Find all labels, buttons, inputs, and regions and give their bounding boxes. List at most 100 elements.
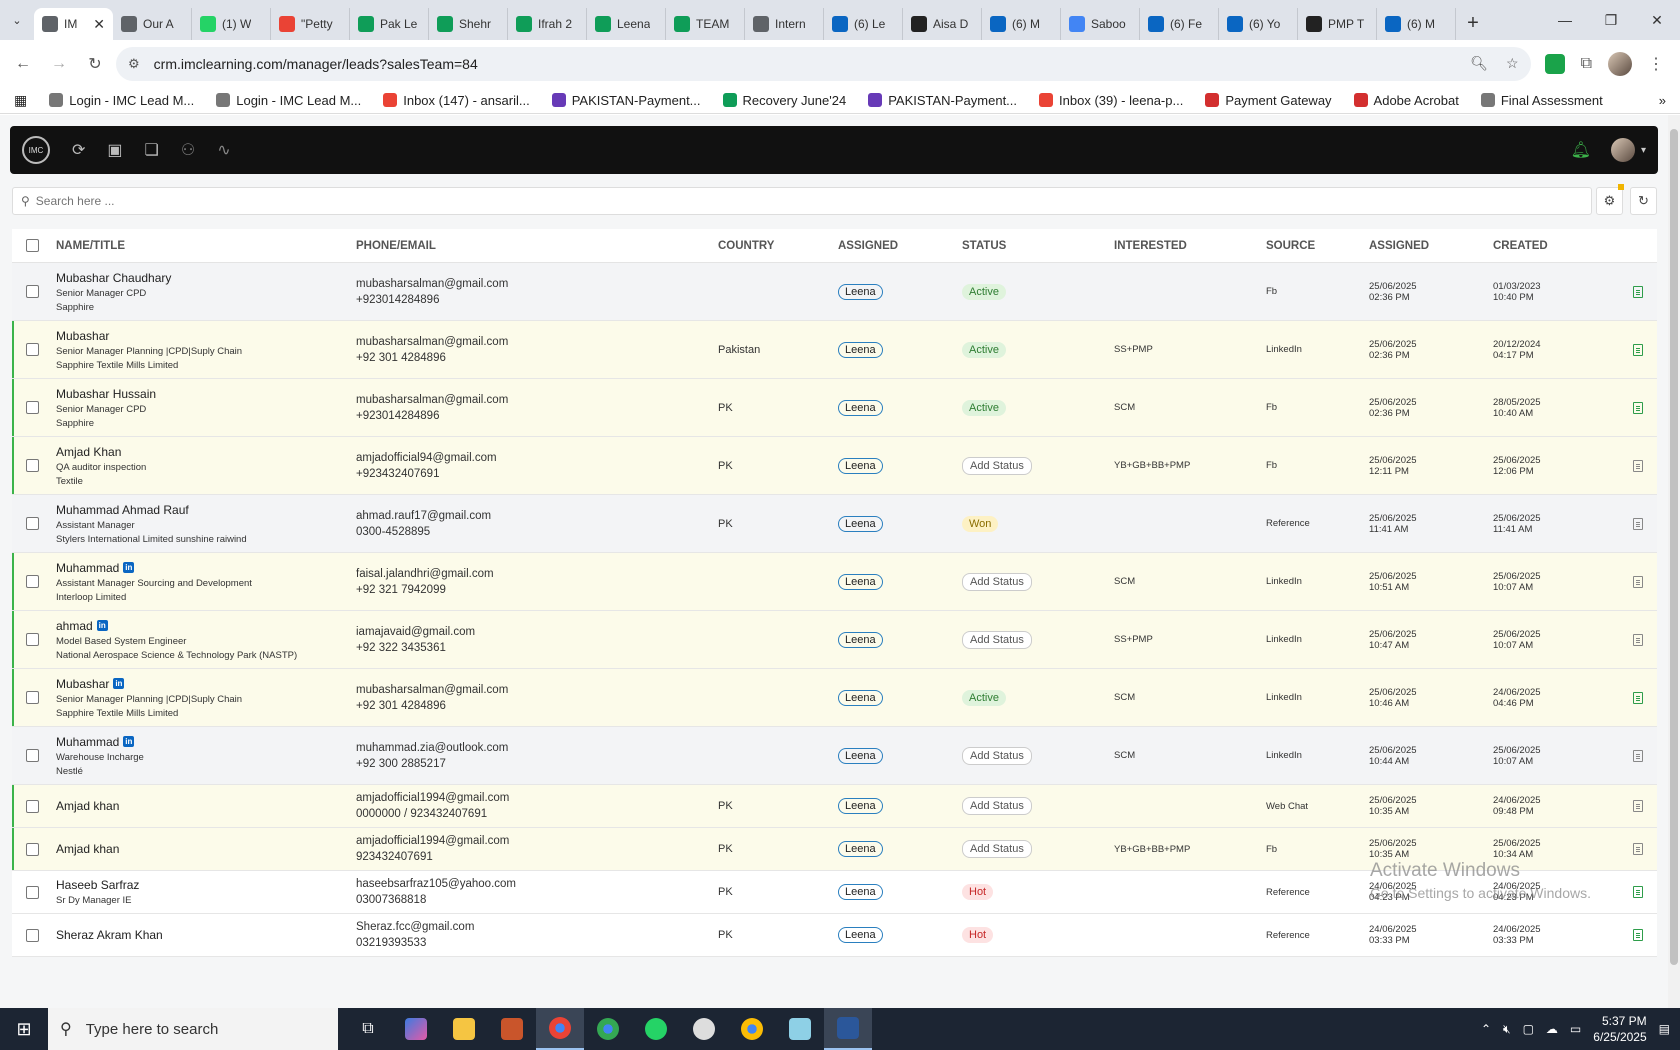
forward-button[interactable]: → <box>51 54 67 72</box>
assigned-badge[interactable]: Leena <box>838 747 883 764</box>
linkedin-icon[interactable]: in <box>96 620 108 631</box>
status-badge[interactable]: Active <box>962 341 1006 358</box>
lead-phone[interactable]: +923014284896 <box>356 409 440 422</box>
tab-search-icon[interactable]: ⌄ <box>12 14 22 27</box>
user-menu[interactable]: ▾ <box>1610 138 1646 162</box>
lead-name[interactable]: Mubashar <box>56 328 110 343</box>
browser-tab[interactable]: Pak Le <box>350 8 429 40</box>
assigned-badge[interactable]: Leena <box>838 689 883 706</box>
status-badge[interactable]: Active <box>962 283 1006 300</box>
browser-tab[interactable]: (6) Yo <box>1219 8 1298 40</box>
header-phone-email[interactable]: PHONE/EMAIL <box>356 239 436 252</box>
linkedin-icon[interactable]: in <box>123 562 135 573</box>
assigned-badge[interactable]: Leena <box>838 927 883 943</box>
browser-tab[interactable]: Leena <box>587 8 666 40</box>
lead-name[interactable]: Mubashar <box>56 676 110 691</box>
notepad-icon[interactable] <box>776 1008 824 1050</box>
back-button[interactable]: ← <box>15 54 31 72</box>
table-row[interactable]: Mubashar Hussain Senior Manager CPD Sapp… <box>12 379 1657 437</box>
notes-document-icon[interactable] <box>1633 459 1643 472</box>
row-checkbox[interactable] <box>25 517 39 530</box>
row-checkbox[interactable] <box>25 842 39 856</box>
table-row[interactable]: Sheraz Akram Khan Sheraz.fcc@gmail.com 03… <box>12 914 1657 957</box>
status-badge[interactable]: Add Status <box>962 746 1032 765</box>
lead-email[interactable]: mubasharsalman@gmail.com <box>356 277 509 290</box>
calendar-check-icon[interactable]: ▣ <box>107 142 123 159</box>
table-row[interactable]: Haseeb Sarfraz Sr Dy Manager IE haseebsa… <box>12 871 1657 914</box>
browser-tab[interactable]: (6) M <box>1377 8 1456 40</box>
browser-tab[interactable]: (1) W <box>192 8 271 40</box>
lead-phone[interactable]: 03219393533 <box>356 937 427 949</box>
row-checkbox[interactable] <box>25 633 39 646</box>
select-all-checkbox[interactable] <box>25 239 39 252</box>
assigned-badge[interactable]: Leena <box>838 283 883 300</box>
status-badge[interactable]: Add Status <box>962 456 1032 475</box>
notes-document-icon[interactable] <box>1633 343 1643 356</box>
bookmark-overflow-icon[interactable]: » <box>1658 92 1666 108</box>
profile-avatar[interactable] <box>1608 51 1632 76</box>
assigned-badge[interactable]: Leena <box>838 798 883 814</box>
status-badge[interactable]: Add Status <box>962 630 1032 649</box>
bookmark-item[interactable]: Inbox (147) - ansaril... <box>383 93 530 108</box>
zoom-icon[interactable]: 🔍︎ <box>1470 55 1488 71</box>
lead-email[interactable]: Sheraz.fcc@gmail.com <box>356 921 475 933</box>
display-icon[interactable]: ▭ <box>1569 1022 1582 1036</box>
user-icon[interactable]: ⚇ <box>180 142 196 159</box>
status-badge[interactable]: Hot <box>962 884 994 900</box>
task-view-icon[interactable]: ⧉ <box>362 1020 374 1037</box>
browser-tab[interactable]: (6) M <box>982 8 1061 40</box>
status-badge[interactable]: Won <box>962 515 999 532</box>
row-checkbox[interactable] <box>25 928 39 942</box>
windows-start-icon[interactable]: ⊞ <box>16 1018 32 1039</box>
lead-phone[interactable]: 0300-4528895 <box>356 525 431 538</box>
lead-name[interactable]: Mubashar Hussain <box>56 386 157 401</box>
status-badge[interactable]: Add Status <box>962 797 1032 815</box>
lead-name[interactable]: Amjad Khan <box>56 444 122 459</box>
lead-phone[interactable]: +92 321 7942099 <box>356 583 446 596</box>
notes-document-icon[interactable] <box>1633 929 1643 941</box>
assigned-badge[interactable]: Leena <box>838 841 883 857</box>
lead-name[interactable]: Sheraz Akram Khan <box>56 928 163 942</box>
row-checkbox[interactable] <box>25 575 39 588</box>
status-badge[interactable]: Add Status <box>962 840 1032 858</box>
restore-icon[interactable]: ❐ <box>1604 11 1618 28</box>
chrome-alt-icon[interactable] <box>728 1008 776 1050</box>
minimize-icon[interactable]: — <box>1558 12 1572 28</box>
header-assigned-date[interactable]: ASSIGNED <box>1369 239 1430 252</box>
table-row[interactable]: Mubashar Chaudhary Senior Manager CPD Sa… <box>12 263 1657 321</box>
table-row[interactable]: Amjad Khan QA auditor inspection Textile… <box>12 437 1657 495</box>
row-checkbox[interactable] <box>25 885 39 899</box>
status-badge[interactable]: Active <box>962 689 1006 706</box>
browser-tab[interactable]: (6) Fe <box>1140 8 1219 40</box>
browser-menu-icon[interactable]: ⋮ <box>1648 55 1664 73</box>
assigned-badge[interactable]: Leena <box>838 399 883 416</box>
copilot-icon[interactable] <box>392 1008 440 1050</box>
volume-icon[interactable]: 🔇︎ <box>1503 1021 1511 1036</box>
table-row[interactable]: Mubashar Senior Manager Planning |CPD|Su… <box>12 321 1657 379</box>
browser-tab[interactable]: Aisa D <box>903 8 982 40</box>
linkedin-icon[interactable]: in <box>113 678 125 689</box>
network-icon[interactable]: ☁ <box>1545 1022 1558 1036</box>
assigned-badge[interactable]: Leena <box>838 573 883 590</box>
linkedin-icon[interactable]: in <box>123 736 135 747</box>
status-badge[interactable]: Hot <box>962 927 994 943</box>
status-badge[interactable]: Active <box>962 399 1006 416</box>
lead-phone[interactable]: 03007368818 <box>356 894 427 906</box>
assigned-badge[interactable]: Leena <box>838 631 883 648</box>
notes-document-icon[interactable] <box>1633 800 1643 812</box>
lead-email[interactable]: amjadofficial94@gmail.com <box>356 451 497 464</box>
notes-document-icon[interactable] <box>1633 843 1643 855</box>
chrome-profile-icon[interactable] <box>584 1008 632 1050</box>
lead-phone[interactable]: +92 301 4284896 <box>356 351 446 364</box>
assigned-badge[interactable]: Leena <box>838 515 883 532</box>
notes-document-icon[interactable] <box>1633 749 1643 762</box>
bookmark-item[interactable]: Payment Gateway <box>1205 93 1332 108</box>
bookmark-item[interactable]: Final Assessment <box>1480 93 1603 108</box>
assigned-badge[interactable]: Leena <box>838 457 883 474</box>
reload-button[interactable]: ↻ <box>88 55 102 73</box>
row-checkbox[interactable] <box>25 799 39 813</box>
refresh-button[interactable]: ↻ <box>1630 187 1657 215</box>
bookmark-item[interactable]: PAKISTAN-Payment... <box>551 93 701 108</box>
file-explorer-icon[interactable] <box>440 1008 488 1050</box>
filter-button[interactable]: ⚙ <box>1596 184 1624 215</box>
